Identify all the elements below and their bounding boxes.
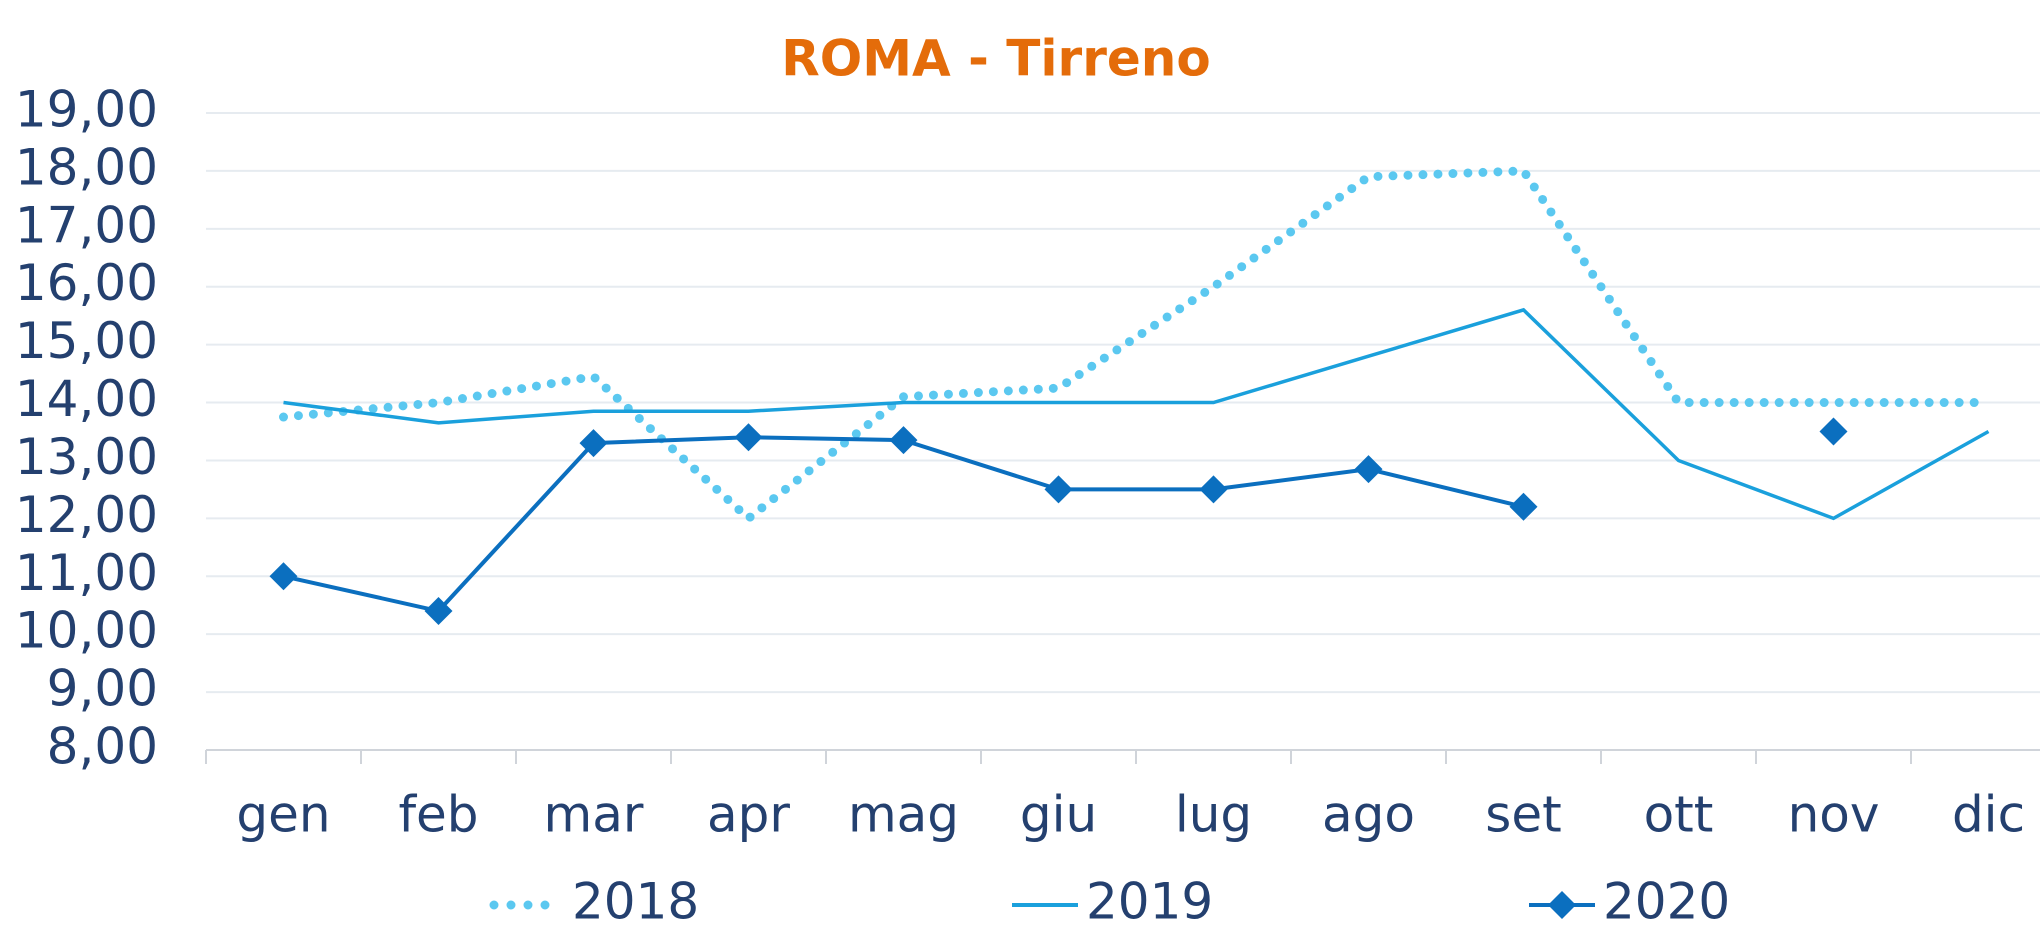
x-tick-label: lug <box>1175 786 1252 844</box>
point <box>1354 455 1383 484</box>
legend-symbol <box>1548 891 1576 919</box>
y-tick-label: 12,00 <box>15 486 158 544</box>
y-tick-label: 11,00 <box>15 544 158 602</box>
y-tick-label: 15,00 <box>15 312 158 370</box>
series-line <box>283 307 1990 521</box>
legend-label: 2019 <box>1086 873 1213 929</box>
x-tick-label: mar <box>544 786 644 844</box>
x-tick-label: feb <box>398 786 478 844</box>
point <box>734 423 763 452</box>
x-tick-label: gen <box>236 786 330 844</box>
x-tick-label: nov <box>1788 786 1880 844</box>
point <box>579 429 608 458</box>
y-tick-label: 8,00 <box>47 718 158 776</box>
x-tick-label: mag <box>848 786 959 844</box>
point <box>269 562 298 591</box>
y-tick-label: 14,00 <box>15 370 158 428</box>
legend-label: 2020 <box>1603 873 1730 929</box>
point <box>1044 475 1073 504</box>
x-tick-label: apr <box>707 786 790 844</box>
y-tick-label: 16,00 <box>15 254 158 312</box>
x-tick-label: giu <box>1020 786 1097 844</box>
y-tick-label: 19,00 <box>15 81 158 139</box>
x-tick-label: ago <box>1322 786 1415 844</box>
legend-label: 2018 <box>572 873 699 929</box>
chart-title: ROMA - Tirreno <box>781 30 1210 88</box>
point <box>1199 475 1228 504</box>
x-tick-label: ott <box>1644 786 1714 844</box>
point <box>424 597 453 626</box>
y-tick-label: 9,00 <box>47 660 158 718</box>
series-line <box>279 166 1993 525</box>
y-tick-label: 13,00 <box>15 428 158 486</box>
x-tick-label: set <box>1485 786 1561 844</box>
point <box>889 426 918 455</box>
y-tick-label: 10,00 <box>15 602 158 660</box>
y-tick-label: 17,00 <box>15 196 158 254</box>
y-tick-label: 18,00 <box>15 138 158 196</box>
point <box>1819 417 1848 446</box>
x-tick-label: dic <box>1952 786 2025 844</box>
point <box>1509 492 1538 521</box>
series-line <box>284 432 1834 612</box>
